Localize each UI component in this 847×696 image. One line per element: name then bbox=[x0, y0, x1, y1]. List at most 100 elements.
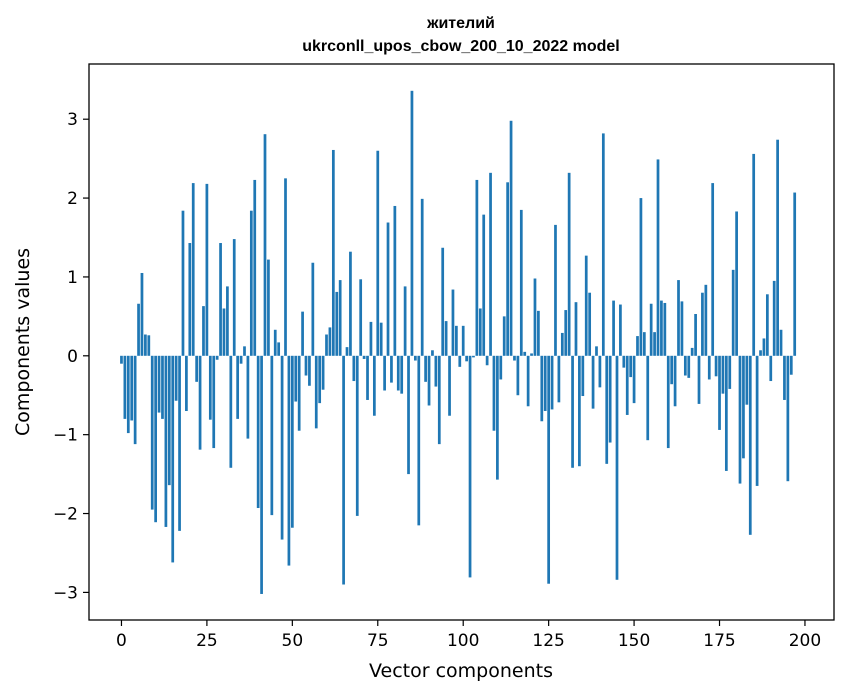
bar-23 bbox=[198, 355, 202, 450]
bar-112 bbox=[502, 316, 506, 356]
bar-57 bbox=[314, 355, 318, 429]
bar-145 bbox=[615, 355, 619, 580]
bar-184 bbox=[748, 355, 752, 535]
bar-96 bbox=[448, 355, 451, 416]
bar-155 bbox=[649, 303, 653, 356]
bar-168 bbox=[694, 314, 697, 356]
bar-178 bbox=[728, 355, 732, 389]
bar-4 bbox=[133, 355, 137, 445]
bar-104 bbox=[475, 179, 479, 356]
bar-42 bbox=[263, 134, 267, 356]
bar-98 bbox=[455, 325, 458, 356]
x-tick-label-100: 100 bbox=[447, 631, 479, 651]
bar-182 bbox=[742, 355, 745, 459]
bar-72 bbox=[366, 355, 369, 400]
bar-46 bbox=[277, 342, 281, 356]
bar-86 bbox=[414, 355, 417, 361]
bar-2 bbox=[126, 355, 130, 434]
bar-22 bbox=[195, 355, 199, 382]
bar-16 bbox=[174, 355, 178, 401]
bar-43 bbox=[267, 259, 270, 356]
bar-195 bbox=[786, 355, 790, 482]
bar-59 bbox=[321, 355, 325, 390]
bar-150 bbox=[632, 355, 636, 404]
bar-194 bbox=[783, 355, 786, 400]
bar-28 bbox=[215, 355, 219, 360]
bar-12 bbox=[161, 355, 164, 419]
bar-108 bbox=[489, 172, 492, 356]
bar-8 bbox=[147, 335, 151, 356]
x-axis-label: Vector components bbox=[369, 660, 553, 682]
bar-39 bbox=[253, 179, 257, 356]
bar-183 bbox=[745, 355, 749, 405]
bar-62 bbox=[331, 149, 335, 356]
bar-93 bbox=[437, 355, 441, 445]
bar-66 bbox=[345, 347, 349, 356]
plot-frame bbox=[88, 63, 835, 621]
bar-31 bbox=[226, 286, 229, 356]
bar-157 bbox=[656, 159, 660, 356]
bar-9 bbox=[150, 355, 154, 510]
bar-18 bbox=[181, 210, 185, 356]
bar-55 bbox=[308, 355, 311, 386]
bar-27 bbox=[212, 355, 216, 449]
bar-151 bbox=[636, 336, 639, 356]
bar-83 bbox=[403, 286, 407, 356]
bar-164 bbox=[680, 301, 684, 356]
bar-37 bbox=[246, 355, 250, 439]
bar-110 bbox=[496, 355, 499, 480]
bar-88 bbox=[420, 198, 424, 356]
bar-158 bbox=[660, 300, 663, 356]
y-tick-label-2: 2 bbox=[67, 189, 78, 209]
y-tick-label-1: 1 bbox=[67, 268, 78, 288]
bar-85 bbox=[410, 90, 414, 356]
bars-group bbox=[120, 90, 797, 594]
bar-169 bbox=[697, 355, 701, 404]
bar-24 bbox=[202, 306, 205, 356]
bar-144 bbox=[612, 300, 615, 356]
bar-77 bbox=[383, 355, 386, 391]
bar-114 bbox=[509, 120, 513, 356]
bar-75 bbox=[376, 150, 380, 356]
bar-102 bbox=[468, 355, 472, 578]
bar-79 bbox=[390, 355, 393, 383]
bar-26 bbox=[208, 355, 212, 420]
chart-title: жителий bbox=[426, 15, 495, 32]
bar-73 bbox=[369, 321, 373, 356]
bar-20 bbox=[188, 243, 192, 356]
bar-122 bbox=[537, 310, 540, 356]
bar-163 bbox=[677, 280, 680, 356]
bar-58 bbox=[318, 355, 322, 404]
bar-49 bbox=[287, 355, 291, 566]
bar-107 bbox=[485, 355, 489, 366]
bar-160 bbox=[666, 355, 670, 449]
x-tick-label-25: 25 bbox=[196, 631, 218, 651]
x-tick-label-125: 125 bbox=[532, 631, 564, 651]
bar-51 bbox=[294, 355, 298, 402]
bar-30 bbox=[222, 308, 226, 356]
y-tick-label--3: −3 bbox=[53, 583, 78, 603]
bar-78 bbox=[386, 222, 390, 356]
bar-171 bbox=[704, 284, 708, 356]
bar-82 bbox=[400, 355, 404, 394]
bar-175 bbox=[718, 355, 721, 430]
bar-130 bbox=[564, 310, 568, 356]
bar-172 bbox=[707, 355, 711, 380]
bar-116 bbox=[516, 355, 520, 396]
bar-91 bbox=[431, 350, 434, 356]
bar-90 bbox=[427, 355, 431, 406]
bar-137 bbox=[588, 292, 592, 356]
bar-140 bbox=[598, 355, 602, 388]
bar-166 bbox=[687, 355, 691, 378]
bar-6 bbox=[140, 272, 144, 356]
bar-84 bbox=[407, 355, 410, 475]
bar-54 bbox=[304, 355, 308, 376]
bar-21 bbox=[191, 183, 195, 356]
bar-159 bbox=[663, 302, 667, 356]
bar-29 bbox=[219, 243, 222, 356]
bar-153 bbox=[642, 332, 646, 356]
bar-177 bbox=[724, 355, 728, 471]
bar-124 bbox=[543, 355, 547, 412]
bar-127 bbox=[554, 224, 557, 356]
bar-65 bbox=[342, 355, 345, 585]
